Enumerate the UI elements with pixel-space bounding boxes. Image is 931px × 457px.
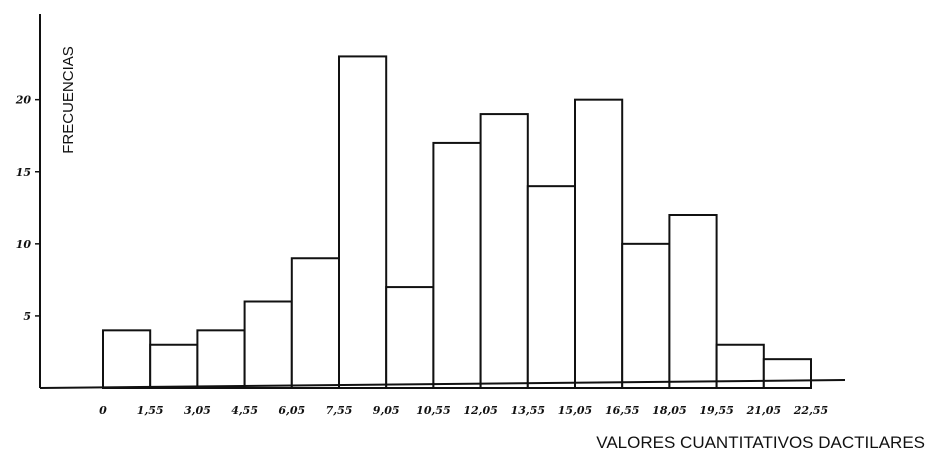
bar-9 xyxy=(479,113,529,389)
x-tick-label: 13,55 xyxy=(511,404,545,417)
x-tick-label: 0 xyxy=(99,404,107,417)
x-tick-label: 1,55 xyxy=(137,404,164,417)
bar-2 xyxy=(149,343,199,389)
bar-1 xyxy=(102,329,152,390)
x-tick-label: 12,05 xyxy=(463,404,497,417)
bar-13 xyxy=(668,214,718,389)
x-tick-label: 16,55 xyxy=(605,404,639,417)
bar-12 xyxy=(621,242,671,389)
x-axis-label: VALORES CUANTITATIVOS DACTILARES xyxy=(596,433,925,452)
bar-11 xyxy=(574,98,624,390)
x-tick-label: 7,55 xyxy=(326,404,353,417)
x-tick-label: 9,05 xyxy=(373,404,400,417)
y-tick-label: 20 xyxy=(15,94,32,107)
x-tick-label: 19,55 xyxy=(699,404,733,417)
x-tick-label: 10,55 xyxy=(416,404,450,417)
bar-8 xyxy=(432,141,482,389)
x-tick-label: 4,55 xyxy=(231,404,258,417)
x-ticks: 0 1,55 3,05 4,55 6,05 7,55 9,05 10,55 12,05 13,55… xyxy=(99,404,828,417)
x-tick-label: 22,55 xyxy=(793,404,828,417)
x-axis xyxy=(39,379,846,389)
bar-3 xyxy=(196,329,246,390)
y-tick-label: 15 xyxy=(16,166,31,179)
bar-6 xyxy=(338,55,388,390)
x-tick-label: 18,05 xyxy=(652,404,686,417)
bar-7 xyxy=(385,286,435,390)
y-tick-label: 5 xyxy=(23,310,31,323)
histogram-bars xyxy=(102,55,812,390)
bar-10 xyxy=(526,185,576,389)
x-tick-label: 3,05 xyxy=(184,404,211,417)
y-axis-label: FRECUENCIAS xyxy=(60,46,77,154)
y-ticks: 5 10 15 20 xyxy=(15,94,40,323)
x-tick-label: 21,05 xyxy=(746,404,781,417)
y-tick-label: 10 xyxy=(16,238,32,251)
bar-15 xyxy=(762,358,812,389)
x-tick-label: 15,05 xyxy=(558,404,592,417)
x-tick-label: 6,05 xyxy=(278,404,305,417)
bar-4 xyxy=(243,300,293,389)
bar-5 xyxy=(290,257,340,389)
